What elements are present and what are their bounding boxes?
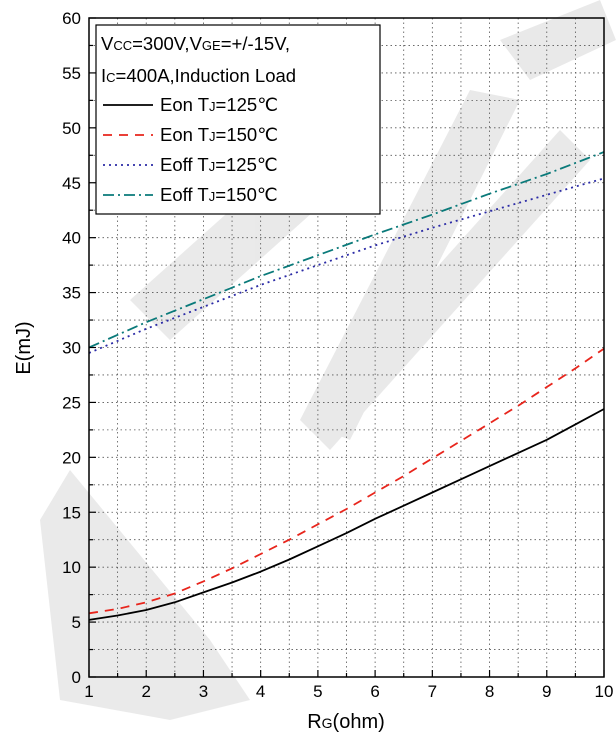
conditions-line-1: VCC=300V,VGE=+/-15V, [101, 33, 290, 54]
legend-label-3: Eoff TJ=125℃ [160, 154, 278, 175]
x-tick-label: 1 [84, 682, 93, 701]
x-tick-label: 6 [370, 682, 379, 701]
x-tick-label: 8 [485, 682, 494, 701]
y-tick-label: 15 [62, 503, 81, 522]
conditions-line-2: IC=400A,Induction Load [101, 65, 296, 86]
y-tick-label: 5 [72, 613, 81, 632]
y-tick-label: 20 [62, 448, 81, 467]
y-tick-label: 45 [62, 174, 81, 193]
y-tick-label: 10 [62, 558, 81, 577]
y-tick-label: 55 [62, 64, 81, 83]
series-line-2 [88, 347, 605, 615]
legend: VCC=300V,VGE=+/-15V, IC=400A,Induction L… [95, 24, 381, 215]
legend-box [95, 24, 381, 215]
plot-frame [88, 17, 605, 678]
x-tick-label: 3 [199, 682, 208, 701]
y-tick-label: 50 [62, 119, 81, 138]
y-tick-label: 60 [62, 9, 81, 28]
x-tick-label: 10 [595, 682, 614, 701]
x-tick-label: 2 [141, 682, 150, 701]
x-tick-label: 7 [428, 682, 437, 701]
series-layer [88, 151, 605, 621]
x-tick-label: 9 [542, 682, 551, 701]
y-tick-label: 40 [62, 229, 81, 248]
legend-entries: Eon TJ=125℃ Eon TJ=150℃ Eoff TJ=125℃ Eoff T… [103, 94, 278, 205]
y-tick-label: 35 [62, 284, 81, 303]
x-tick-label: 4 [256, 682, 265, 701]
y-axis-label: E(mJ) [13, 321, 35, 374]
legend-label-2: Eon TJ=150℃ [160, 124, 278, 145]
series-line-4 [88, 151, 605, 349]
y-tick-label: 25 [62, 393, 81, 412]
x-tick-label: 5 [313, 682, 322, 701]
legend-label-1: Eon TJ=125℃ [160, 94, 278, 115]
y-tick-label: 30 [62, 339, 81, 358]
series-line-1 [88, 408, 605, 621]
y-tick-label: 0 [72, 668, 81, 687]
x-axis-label: RG(ohm) [307, 711, 385, 733]
legend-label-4: Eoff TJ=150℃ [160, 184, 278, 205]
